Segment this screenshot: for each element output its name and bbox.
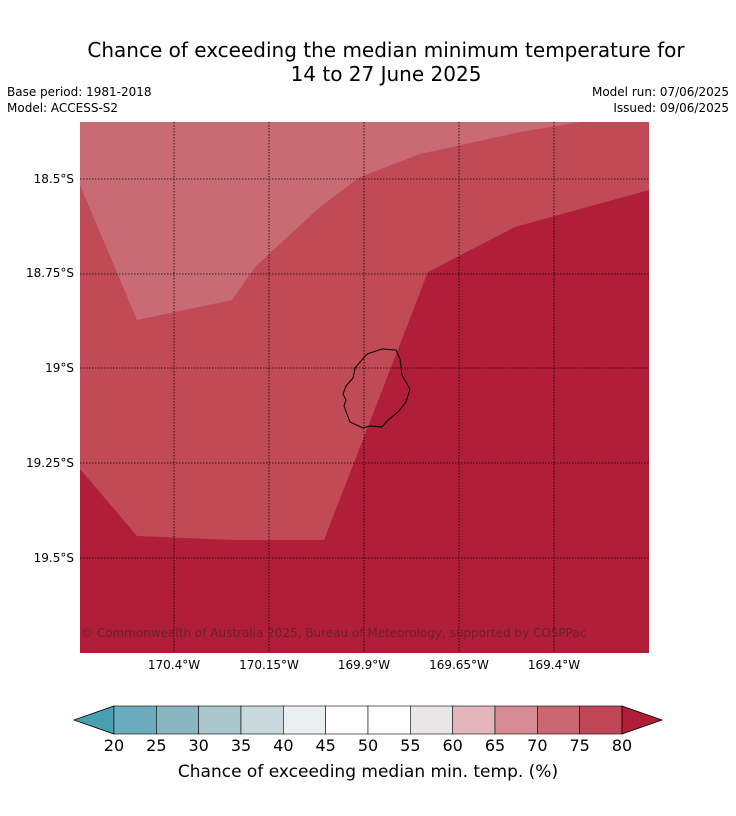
longitude-label: 169.4°W [527, 658, 581, 672]
colorbar-tick-label: 70 [527, 736, 548, 755]
colorbar-label: Chance of exceeding median min. temp. (%… [177, 762, 559, 782]
colorbar-tick-label: 55 [400, 736, 421, 755]
colorbar-tick-label: 30 [188, 736, 209, 755]
title-line-1: Chance of exceeding the median minimum t… [87, 38, 685, 62]
copyright-notice: © Commonwealth of Australia 2025, Bureau… [81, 626, 587, 640]
colorbar-tick-label: 40 [273, 736, 294, 755]
model-run: Model run: 07/06/2025 [591, 85, 729, 99]
colorbar-tick-label: 60 [442, 736, 463, 755]
colorbar [72, 705, 664, 735]
colorbar-segment [537, 705, 580, 735]
colorbar-segment [579, 705, 623, 735]
colorbar-tick-label: 50 [357, 736, 379, 755]
meta-right: Model run: 07/06/2025 Issued: 09/06/2025 [592, 84, 729, 116]
issued-date: Issued: 09/06/2025 [613, 101, 729, 115]
latitude-label: 19.25°S [26, 456, 74, 470]
latitude-label: 19.5°S [33, 551, 74, 565]
longitude-label: 170.15°W [239, 658, 299, 672]
colorbar-extend-high [621, 705, 664, 735]
longitude-label: 169.65°W [429, 658, 489, 672]
colorbar-extend-low [72, 705, 115, 735]
map-title: Chance of exceeding the median minimum t… [0, 38, 736, 86]
colorbar-segment [283, 705, 326, 735]
colorbar-tick-label: 25 [146, 736, 167, 755]
colorbar-segment [367, 705, 411, 735]
meta-left: Base period: 1981-2018 Model: ACCESS-S2 [7, 84, 152, 116]
colorbar-tick-label: 45 [315, 736, 336, 755]
latitude-label: 19°S [45, 361, 74, 375]
colorbar-segment [452, 705, 496, 735]
model-name: Model: ACCESS-S2 [7, 101, 119, 115]
longitude-label: 170.4°W [147, 658, 201, 672]
longitude-label: 169.9°W [337, 658, 391, 672]
colorbar-segment [494, 705, 538, 735]
colorbar-segment [240, 705, 284, 735]
colorbar-segment [198, 705, 242, 735]
colorbar-segment [325, 705, 369, 735]
latitude-label: 18.5°S [33, 172, 74, 186]
colorbar-tick-label: 65 [484, 736, 506, 755]
colorbar-tick-label: 20 [103, 736, 125, 755]
base-period: Base period: 1981-2018 [7, 85, 152, 99]
colorbar-tick-label: 35 [230, 736, 252, 755]
colorbar-segment [156, 705, 199, 735]
colorbar-tick-label: 75 [569, 736, 590, 755]
graticule [80, 122, 649, 653]
colorbar-segment [410, 705, 453, 735]
island-coastline [342, 348, 411, 429]
band-70-75 [80, 122, 580, 320]
colorbar-tick-label: 80 [611, 736, 633, 755]
colorbar-segment [113, 705, 157, 735]
title-line-2: 14 to 27 June 2025 [290, 62, 482, 86]
latitude-label: 18.75°S [26, 266, 74, 280]
probability-map [80, 122, 649, 653]
